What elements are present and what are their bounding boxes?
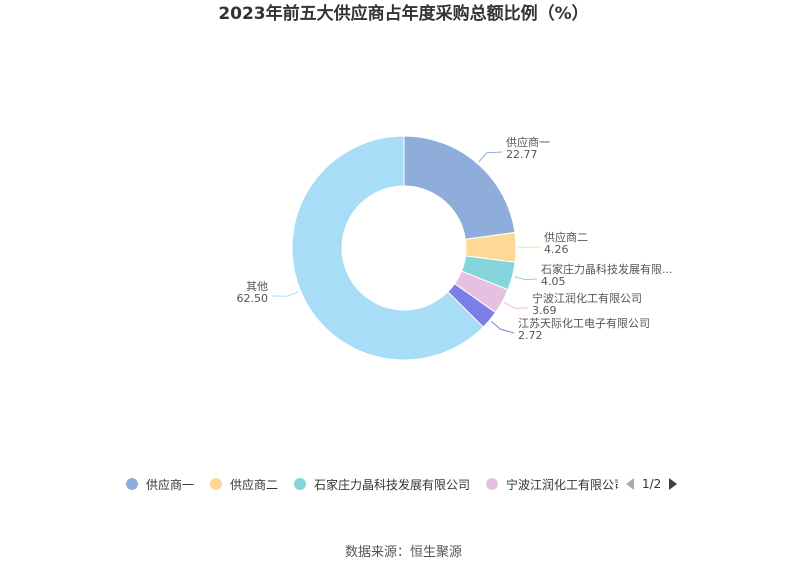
leader-line-1 — [478, 151, 503, 163]
leader-line-4 — [503, 302, 529, 309]
legend-pager: 1/2 — [626, 477, 678, 491]
slice-label-value-3: 4.05 — [541, 275, 566, 288]
legend-marker — [486, 478, 499, 490]
legend-label: 石家庄力晶科技发展有限公司 — [314, 477, 471, 492]
legend-label: 宁波江润化工有限公司 — [506, 477, 618, 492]
slice-label-name-6: 其他 — [246, 280, 268, 293]
pie-slice-1[interactable] — [403, 135, 516, 240]
slice-label-value-4: 3.69 — [532, 304, 557, 317]
slice-label-name-2: 供应商二 — [544, 230, 588, 244]
leader-line-6 — [271, 291, 299, 297]
legend-items: 供应商一 供应商二 石家庄力晶科技发展有限公司 宁波江润化工有限公司 — [120, 476, 618, 493]
legend-page-indicator: 1/2 — [642, 477, 662, 491]
legend-label: 供应商二 — [230, 477, 279, 492]
slice-label-value-1: 22.77 — [506, 148, 538, 161]
pie-slice-6[interactable] — [291, 135, 484, 361]
slice-label-value-6: 62.50 — [237, 292, 269, 305]
legend-label: 供应商一 — [146, 477, 195, 492]
leader-line-5 — [490, 321, 515, 334]
chart-title: 2023年前五大供应商占年度采购总额比例（%） — [218, 4, 589, 24]
legend-next-page-icon[interactable] — [669, 478, 678, 490]
legend-marker — [210, 478, 223, 490]
legend-item-supplier-1[interactable]: 供应商一 — [120, 476, 194, 493]
slice-label-value-5: 2.72 — [518, 329, 543, 342]
legend-item-supplier-4[interactable]: 宁波江润化工有限公司 — [480, 476, 618, 493]
legend-item-supplier-3[interactable]: 石家庄力晶科技发展有限公司 — [288, 476, 470, 493]
legend-marker — [126, 478, 138, 490]
legend-item-supplier-2[interactable]: 供应商二 — [204, 476, 278, 493]
legend-prev-page-icon[interactable] — [626, 478, 634, 490]
slice-label-value-2: 4.26 — [544, 243, 569, 256]
legend: 供应商一 供应商二 石家庄力晶科技发展有限公司 宁波江润化工有限公司 1/2 — [120, 474, 678, 494]
slice-label-name-5: 江苏天际化工电子有限公司 — [518, 316, 650, 330]
legend-marker — [294, 478, 307, 490]
data-source: 数据来源：恒生聚源 — [344, 545, 462, 560]
leader-line-3 — [514, 276, 538, 281]
slice-label-name-3: 石家庄力晶科技发展有限... — [541, 262, 673, 276]
slice-label-name-1: 供应商一 — [506, 135, 550, 149]
slice-label-name-4: 宁波江润化工有限公司 — [532, 291, 642, 305]
